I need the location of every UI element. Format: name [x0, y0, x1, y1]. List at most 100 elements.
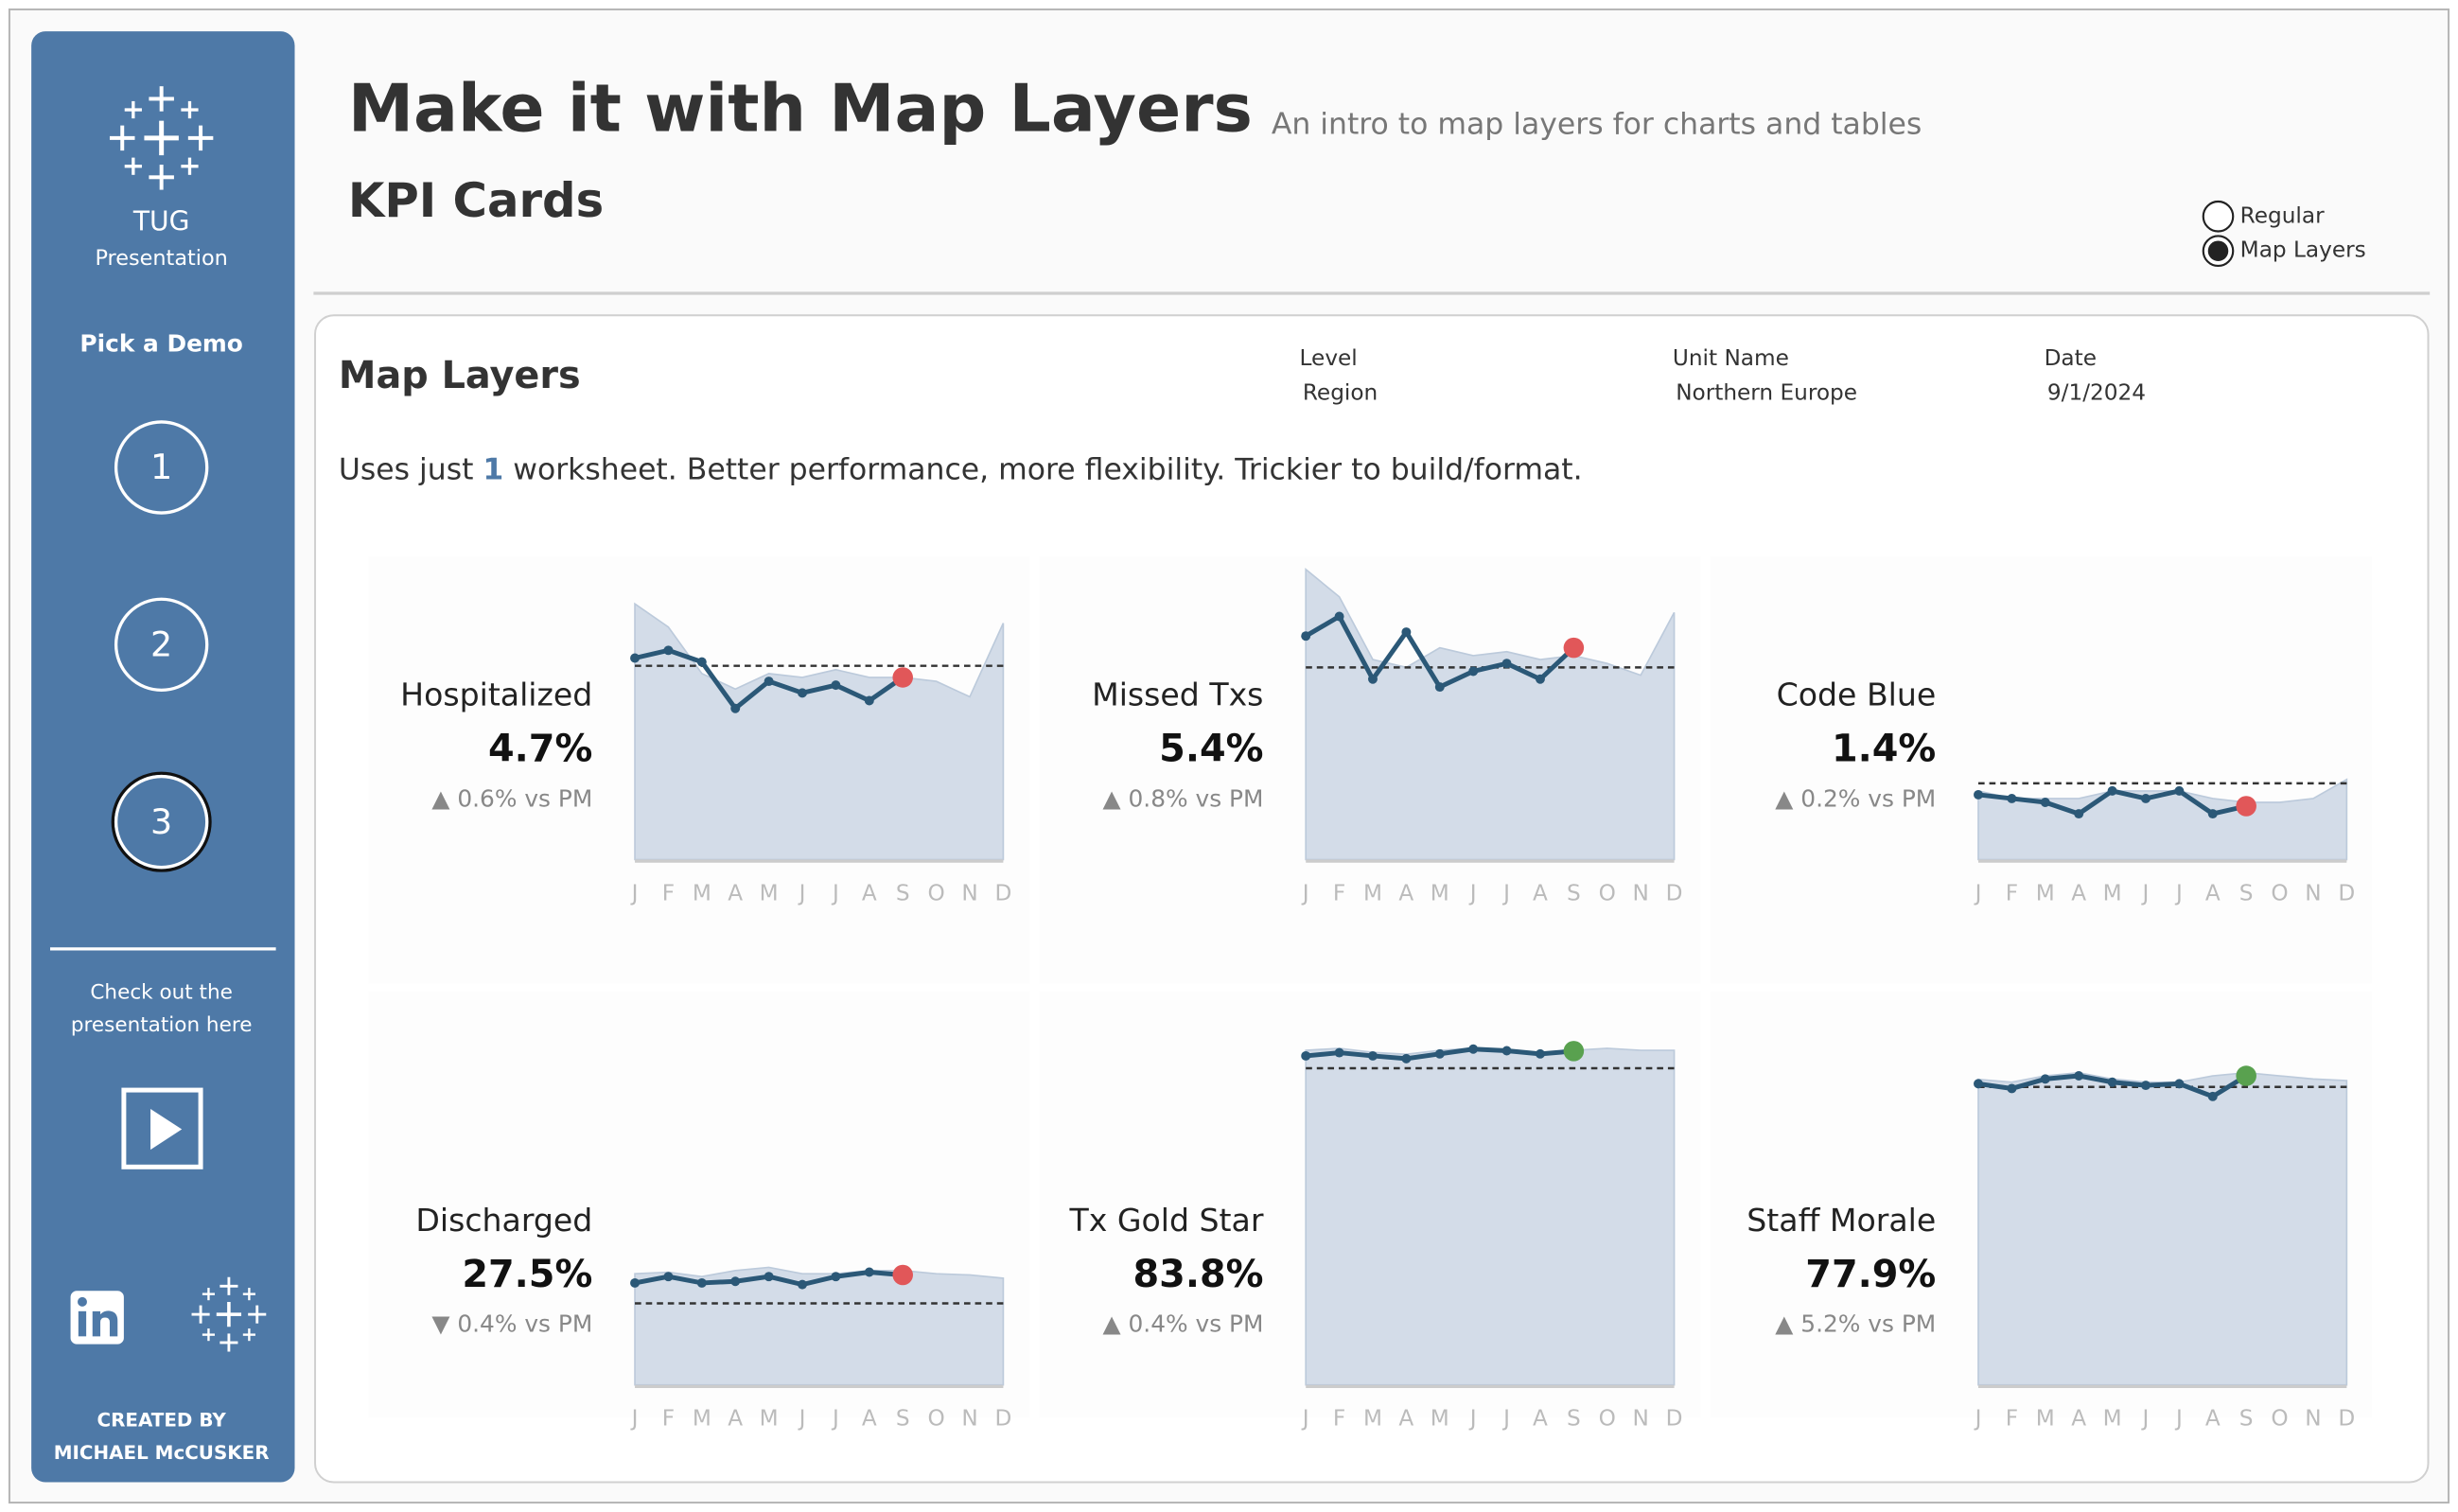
kpi-name: Discharged [415, 1202, 592, 1239]
area [634, 602, 1005, 861]
month-label: A [862, 1406, 877, 1432]
point [1301, 631, 1311, 642]
radio-option[interactable]: Regular [2202, 200, 2325, 233]
logo-bar [159, 120, 165, 156]
month-label: D [994, 1406, 1011, 1432]
point [1368, 1050, 1378, 1061]
month-label: M [693, 1406, 711, 1432]
point [2207, 1091, 2218, 1101]
month-label: O [1599, 880, 1616, 905]
month-label: D [2338, 880, 2355, 905]
kpi-value: 27.5% [462, 1253, 592, 1296]
tableau-icon[interactable] [191, 1276, 267, 1352]
month-label: A [728, 880, 743, 905]
kpi-value: 77.9% [1805, 1253, 1936, 1296]
description: Uses just 1 worksheet. Better performance,… [339, 452, 1583, 486]
demo-label: 1 [150, 447, 172, 487]
point [663, 645, 674, 656]
linkedin-glyph [78, 1296, 87, 1307]
logo-bar [187, 157, 192, 175]
month-label: J [798, 1406, 806, 1432]
demo-label: 2 [150, 624, 172, 664]
filter-label: Date [2045, 345, 2097, 371]
month-label: J [831, 1406, 839, 1432]
logo-bar [227, 1302, 231, 1327]
area [1305, 1047, 1676, 1386]
description-text: worksheet. Better performance, more flex… [513, 452, 1582, 486]
kpi-change: ▲ 0.4% vs PM [1103, 1310, 1264, 1338]
point [2107, 1077, 2117, 1087]
tableau-logo [109, 86, 214, 190]
month-label: N [2305, 1406, 2321, 1432]
logo-bar [255, 1305, 259, 1324]
filter-label: Unit Name [1673, 345, 1789, 371]
month-label: M [2103, 1406, 2122, 1432]
point [764, 1272, 774, 1282]
point [2007, 793, 2017, 803]
month-label: J [1974, 880, 1982, 905]
demo-button[interactable]: 1 [114, 420, 209, 515]
point [2207, 809, 2218, 819]
month-label: M [2036, 1406, 2055, 1432]
logo-bar [199, 125, 203, 151]
month-label: J [1301, 880, 1309, 905]
logo-bar [159, 165, 164, 190]
month-label: O [2271, 880, 2288, 905]
promo-line: Check out the [90, 980, 232, 1004]
kpi-change: ▲ 0.2% vs PM [1775, 784, 1936, 812]
point [1501, 659, 1512, 669]
month-label: A [2071, 1406, 2086, 1432]
logo-subtitle: Presentation [95, 246, 227, 271]
month-label: O [2271, 1406, 2288, 1432]
point [2074, 1071, 2084, 1081]
demo-button[interactable]: 2 [114, 597, 209, 693]
demo-label: 3 [150, 801, 172, 842]
month-label: F [1333, 1406, 1345, 1432]
radio-option[interactable]: Map Layers [2202, 235, 2366, 268]
play-frame [121, 1087, 203, 1169]
kpi-value: 5.4% [1159, 728, 1263, 771]
point [764, 677, 774, 687]
month-label: J [2174, 880, 2183, 905]
point [2141, 1081, 2151, 1091]
logo-bar [207, 1328, 210, 1342]
month-label: M [2036, 880, 2055, 905]
linkedin-icon[interactable] [70, 1291, 124, 1345]
logo-bar [248, 1288, 251, 1301]
month-label: A [728, 1406, 743, 1432]
page-subtitle: An intro to map layers for charts and ta… [1272, 108, 1922, 142]
month-label: A [2205, 1406, 2221, 1432]
play-button[interactable] [121, 1087, 203, 1169]
section-title: KPI Cards [348, 173, 604, 228]
point [1301, 1050, 1311, 1061]
month-label: S [2239, 880, 2254, 905]
point [1535, 1048, 1545, 1059]
month-label: D [1666, 1406, 1683, 1432]
month-label: M [1431, 880, 1449, 905]
pick-label: Pick a Demo [79, 330, 242, 358]
month-label: A [1398, 880, 1413, 905]
month-label: M [2103, 880, 2122, 905]
demo-button[interactable]: 3 [111, 771, 212, 872]
month-label: J [630, 880, 639, 905]
filter-value: 9/1/2024 [2047, 380, 2146, 406]
kpi-change: ▲ 0.6% vs PM [431, 784, 592, 812]
point [1368, 674, 1378, 684]
radio-dot [2207, 240, 2229, 262]
area [634, 1266, 1005, 1386]
logo-bar [199, 1305, 202, 1324]
point [2141, 793, 2151, 803]
promo-line: presentation here [71, 1013, 253, 1037]
month-label: J [2141, 880, 2150, 905]
point [2107, 785, 2117, 796]
logo-title: TUG [132, 205, 190, 237]
kpi-name: Missed Txs [1092, 677, 1263, 713]
point [1401, 1053, 1412, 1064]
point [630, 653, 641, 663]
kpi-name: Staff Morale [1747, 1202, 1936, 1239]
month-label: N [961, 1406, 977, 1432]
linkedin-glyph [78, 1310, 87, 1337]
radio-label: Regular [2240, 202, 2325, 228]
